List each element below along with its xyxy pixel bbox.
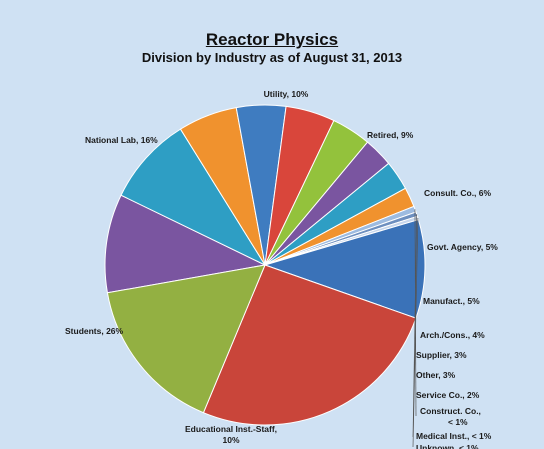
- slice-label: Consult. Co., 6%: [424, 188, 492, 198]
- slice-label: Supplier, 3%: [416, 350, 467, 360]
- pie-slices: [104, 104, 426, 426]
- slice-label: Manufact., 5%: [423, 296, 480, 306]
- leader-line: [412, 214, 418, 438]
- slice-label: Arch./Cons., 4%: [420, 330, 485, 340]
- slice-label-line: 10%: [222, 435, 239, 445]
- slice-label: Construct. Co., < 1%: [420, 406, 481, 427]
- chart-subtitle: Division by Industry as of August 31, 20…: [141, 50, 403, 65]
- pie-slice: [104, 194, 267, 294]
- slice-label-line: Educational Inst.-Staff,: [185, 424, 277, 434]
- slice-label: Utility, 10%: [264, 89, 309, 99]
- slice-label-line: Utility, 10%: [264, 89, 309, 99]
- slice-label-line: Consult. Co., 6%: [424, 188, 492, 198]
- pie-slice: [106, 264, 266, 414]
- slice-label: National Lab, 16%: [85, 135, 158, 145]
- leader-line: [414, 209, 417, 417]
- slice-label-line: Unknown, < 1%: [416, 443, 479, 449]
- slice-label: Retired, 9%: [367, 130, 414, 140]
- slice-label-line: Govt. Agency, 5%: [427, 242, 498, 252]
- slice-label-line: Supplier, 3%: [416, 350, 467, 360]
- slice-label-line: National Lab, 16%: [85, 135, 158, 145]
- slice-label: Govt. Agency, 5%: [427, 242, 498, 252]
- pie-slice: [120, 128, 267, 267]
- leader-line: [412, 217, 419, 448]
- slice-label: Educational Inst.-Staff, 10%: [185, 424, 277, 445]
- pie-slice: [263, 219, 426, 319]
- leader-lines: [412, 209, 419, 448]
- slice-label-line: Arch./Cons., 4%: [420, 330, 485, 340]
- slice-label-line: < 1%: [448, 417, 468, 427]
- slice-label: Medical Inst., < 1%: [416, 431, 492, 441]
- pie-slice: [202, 264, 417, 426]
- slice-label-line: Construct. Co.,: [420, 406, 481, 416]
- slice-label-line: Retired, 9%: [367, 130, 414, 140]
- chart-title: Reactor Physics: [205, 30, 339, 49]
- slice-label-line: Students, 26%: [65, 326, 124, 336]
- slice-label-line: Other, 3%: [416, 370, 456, 380]
- slice-label: Unknown, < 1%: [416, 443, 479, 449]
- slice-label-line: Medical Inst., < 1%: [416, 431, 492, 441]
- slice-labels: Utility, 10% Retired, 9% Consult. Co., 6% G…: [65, 89, 498, 449]
- slice-label: Service Co., 2%: [416, 390, 480, 400]
- slice-label: Other, 3%: [416, 370, 456, 380]
- slice-label-line: Service Co., 2%: [416, 390, 480, 400]
- slice-label-line: Manufact., 5%: [423, 296, 480, 306]
- slice-label: Students, 26%: [65, 326, 124, 336]
